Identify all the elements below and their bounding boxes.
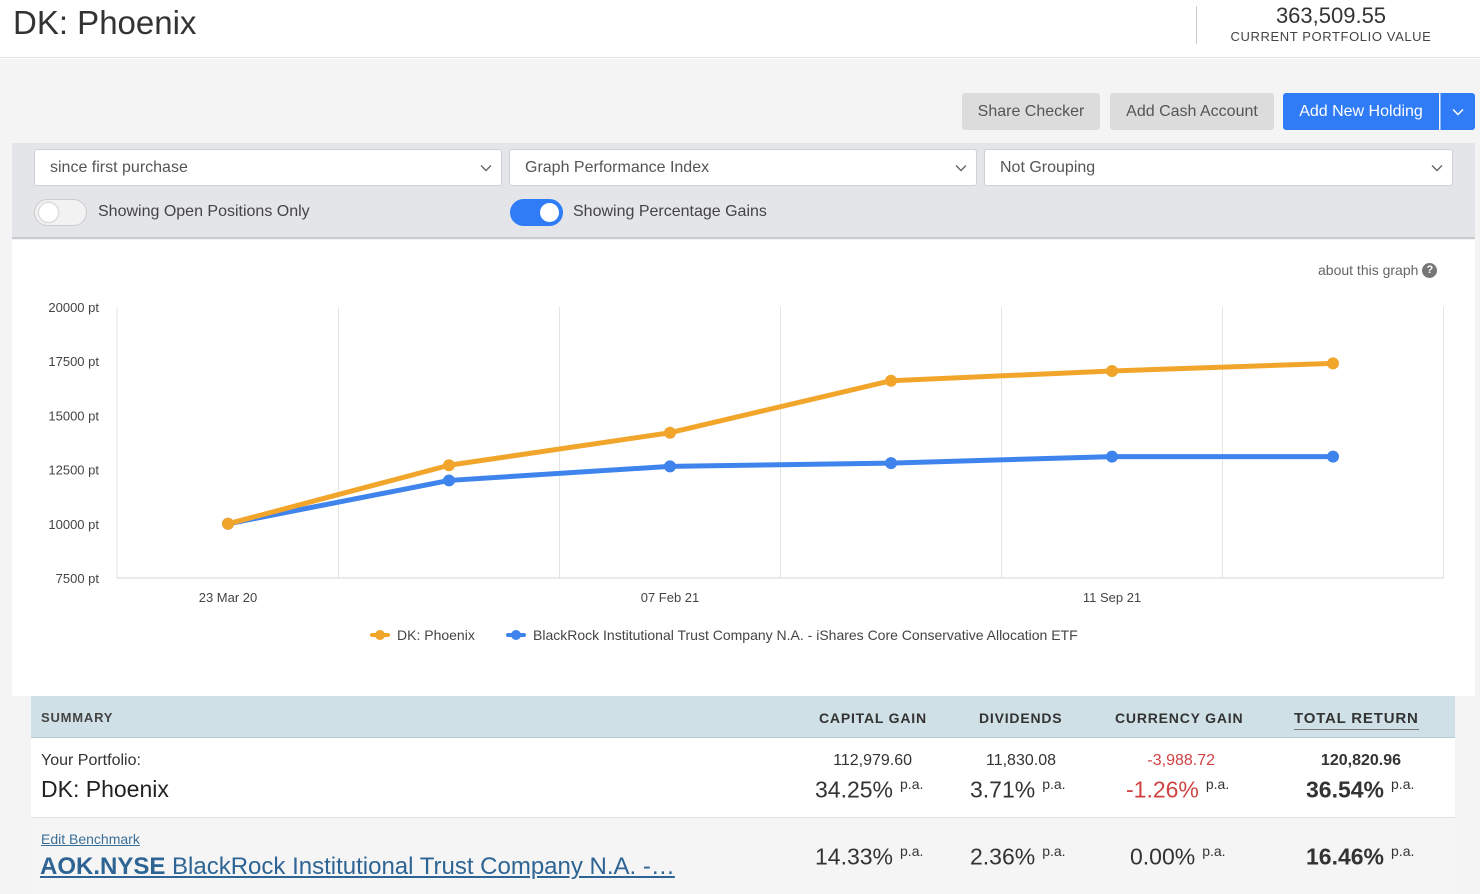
open-positions-label: Showing Open Positions Only <box>98 203 310 220</box>
share-checker-button[interactable]: Share Checker <box>962 93 1100 130</box>
graph-type-select-value: Graph Performance Index <box>525 158 710 176</box>
grouping-select-value: Not Grouping <box>1000 158 1096 176</box>
benchmark-row <box>31 818 1455 894</box>
benchmark-total-return-pct: 16.46% p.a. <box>1306 843 1415 870</box>
benchmark-capital-gain-pct: 14.33% p.a. <box>815 843 924 870</box>
chevron-down-icon <box>955 165 967 172</box>
help-icon: ? <box>1422 262 1438 278</box>
percentage-gains-label: Showing Percentage Gains <box>573 203 767 220</box>
period-select[interactable]: since first purchase <box>34 149 502 186</box>
about-graph-label: about this graph <box>1318 262 1419 278</box>
summary-header-row: SUMMARY CAPITAL GAIN DIVIDENDS CURRENCY … <box>31 696 1455 738</box>
portfolio-value: 363,509.55 <box>1275 3 1387 28</box>
legend-marker <box>370 630 390 640</box>
divider <box>1196 6 1197 44</box>
benchmark-currency-gain-pct: 0.00% p.a. <box>1130 843 1226 870</box>
dividends-heading: DIVIDENDS <box>979 710 1063 726</box>
capital-gain-amount: 112,979.60 <box>833 752 912 769</box>
dividends-pct: 3.71% p.a. <box>970 776 1066 803</box>
open-positions-toggle[interactable] <box>34 199 87 226</box>
dividends-amount: 11,830.08 <box>986 752 1056 769</box>
chevron-down-icon <box>1452 108 1464 116</box>
legend-item-benchmark[interactable]: BlackRock Institutional Trust Company N.… <box>506 627 1078 643</box>
graph-type-select[interactable]: Graph Performance Index <box>509 149 977 186</box>
chevron-down-icon <box>480 165 492 172</box>
total-return-pct: 36.54% p.a. <box>1306 776 1415 803</box>
legend-marker <box>506 630 526 640</box>
chevron-down-icon <box>1431 165 1443 172</box>
total-return-heading: TOTAL RETURN <box>1294 710 1419 730</box>
filter-panel: since first purchase Graph Performance I… <box>12 143 1475 239</box>
legend-label: DK: Phoenix <box>397 627 475 643</box>
portfolio-value-label: CURRENT PORTFOLIO VALUE <box>1230 29 1432 44</box>
total-return-amount: 120,820.96 <box>1320 752 1401 769</box>
currency-gain-pct: -1.26% p.a. <box>1126 776 1230 803</box>
capital-gain-pct: 34.25% p.a. <box>815 776 924 803</box>
period-select-value: since first purchase <box>50 158 188 176</box>
toggle-knob <box>540 203 559 222</box>
currency-gain-amount: -3,988.72 <box>1147 752 1215 769</box>
add-new-holding-button[interactable]: Add New Holding <box>1283 93 1439 130</box>
add-cash-account-button[interactable]: Add Cash Account <box>1110 93 1274 130</box>
portfolio-name: DK: Phoenix <box>41 776 169 802</box>
legend-item-portfolio[interactable]: DK: Phoenix <box>370 627 475 643</box>
grouping-select[interactable]: Not Grouping <box>984 149 1453 186</box>
row-divider <box>31 817 1455 818</box>
legend-label: BlackRock Institutional Trust Company N.… <box>533 627 1078 643</box>
edit-benchmark-link[interactable]: Edit Benchmark <box>41 831 140 847</box>
top-bar: DK: Phoenix 363,509.55 CURRENT PORTFOLIO… <box>0 0 1480 58</box>
your-portfolio-label: Your Portfolio: <box>41 752 141 769</box>
percentage-gains-toggle[interactable] <box>510 199 563 226</box>
summary-table: SUMMARY CAPITAL GAIN DIVIDENDS CURRENCY … <box>31 696 1455 894</box>
benchmark-link[interactable]: AOK.NYSE BlackRock Institutional Trust C… <box>40 853 675 880</box>
currency-gain-heading: CURRENCY GAIN <box>1115 710 1244 726</box>
portfolio-title: DK: Phoenix <box>13 4 197 41</box>
add-holding-dropdown-button[interactable] <box>1440 93 1475 130</box>
about-graph-link[interactable]: about this graph ? <box>1318 262 1438 278</box>
capital-gain-heading: CAPITAL GAIN <box>819 710 927 726</box>
summary-heading: SUMMARY <box>41 710 114 725</box>
toggle-knob <box>39 203 58 222</box>
benchmark-dividends-pct: 2.36% p.a. <box>970 843 1066 870</box>
